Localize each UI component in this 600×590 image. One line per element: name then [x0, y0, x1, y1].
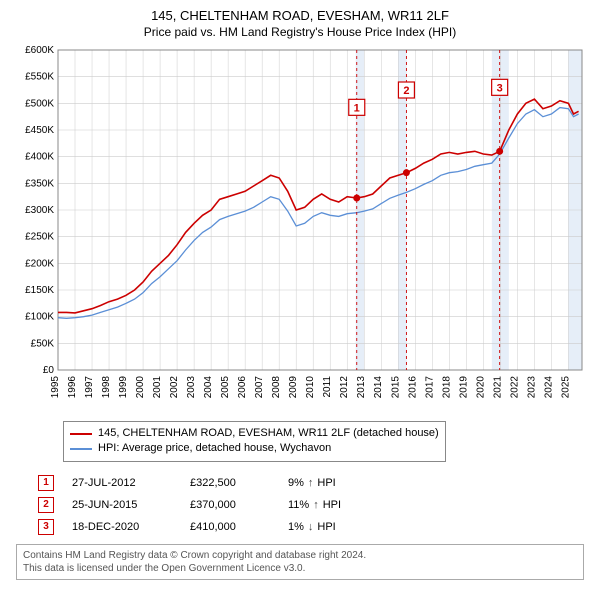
chart-title: 145, CHELTENHAM ROAD, EVESHAM, WR11 2LF: [8, 8, 592, 23]
legend-swatch: [70, 448, 92, 450]
svg-text:2025: 2025: [560, 376, 571, 399]
svg-text:2002: 2002: [169, 376, 180, 399]
arrow-up-icon: ↑: [308, 477, 314, 489]
sale-hpi: 11%↑HPI: [288, 499, 388, 511]
svg-text:£550K: £550K: [25, 72, 54, 83]
svg-text:2006: 2006: [237, 376, 248, 399]
legend-swatch: [70, 433, 92, 435]
sale-price: £370,000: [190, 499, 270, 511]
sale-marker-box: 1: [38, 475, 54, 491]
legend-item: HPI: Average price, detached house, Wych…: [70, 441, 439, 456]
svg-text:2024: 2024: [543, 376, 554, 399]
legend: 145, CHELTENHAM ROAD, EVESHAM, WR11 2LF …: [63, 421, 446, 462]
legend-item: 145, CHELTENHAM ROAD, EVESHAM, WR11 2LF …: [70, 426, 439, 441]
sale-date: 18-DEC-2020: [72, 521, 172, 533]
svg-text:1999: 1999: [118, 376, 129, 399]
svg-text:£500K: £500K: [25, 98, 54, 109]
footer-attribution: Contains HM Land Registry data © Crown c…: [16, 544, 584, 580]
footer-line1: Contains HM Land Registry data © Crown c…: [23, 549, 577, 562]
sale-date: 27-JUL-2012: [72, 477, 172, 489]
svg-text:£100K: £100K: [25, 312, 54, 323]
chart-container: 145, CHELTENHAM ROAD, EVESHAM, WR11 2LF …: [0, 0, 600, 584]
svg-text:2008: 2008: [271, 376, 282, 399]
svg-text:2000: 2000: [135, 376, 146, 399]
svg-text:2009: 2009: [288, 376, 299, 399]
svg-text:1997: 1997: [84, 376, 95, 399]
svg-text:2007: 2007: [254, 376, 265, 399]
svg-text:2: 2: [403, 85, 409, 97]
svg-text:2011: 2011: [322, 376, 333, 398]
svg-text:2022: 2022: [509, 376, 520, 399]
svg-text:1995: 1995: [50, 376, 61, 399]
sale-marker-box: 2: [38, 497, 54, 513]
sale-price: £410,000: [190, 521, 270, 533]
svg-text:£150K: £150K: [25, 285, 54, 296]
legend-label: HPI: Average price, detached house, Wych…: [98, 441, 331, 456]
svg-text:2020: 2020: [475, 376, 486, 399]
svg-text:2023: 2023: [526, 376, 537, 399]
sale-marker-box: 3: [38, 519, 54, 535]
sale-row: 1 27-JUL-2012 £322,500 9%↑HPI: [38, 472, 572, 494]
svg-text:2016: 2016: [407, 376, 418, 399]
svg-text:2018: 2018: [441, 376, 452, 399]
legend-label: 145, CHELTENHAM ROAD, EVESHAM, WR11 2LF …: [98, 426, 439, 441]
sale-hpi: 1%↓HPI: [288, 521, 388, 533]
svg-text:2015: 2015: [390, 376, 401, 399]
sale-row: 3 18-DEC-2020 £410,000 1%↓HPI: [38, 516, 572, 538]
svg-text:1996: 1996: [67, 376, 78, 399]
svg-text:£300K: £300K: [25, 205, 54, 216]
chart-subtitle: Price paid vs. HM Land Registry's House …: [8, 25, 592, 39]
svg-text:£350K: £350K: [25, 178, 54, 189]
svg-text:1: 1: [354, 102, 360, 114]
sale-hpi: 9%↑HPI: [288, 477, 388, 489]
svg-text:2012: 2012: [339, 376, 350, 399]
sale-price: £322,500: [190, 477, 270, 489]
line-chart-svg: £0 £50K £100K £150K £200K £250K £300K £350K £400…: [8, 45, 592, 415]
svg-text:£200K: £200K: [25, 258, 54, 269]
svg-text:£450K: £450K: [25, 125, 54, 136]
svg-text:2021: 2021: [492, 376, 503, 399]
sale-date: 25-JUN-2015: [72, 499, 172, 511]
svg-text:2019: 2019: [458, 376, 469, 399]
svg-text:2005: 2005: [220, 376, 231, 399]
svg-text:£50K: £50K: [31, 338, 55, 349]
svg-text:3: 3: [497, 82, 503, 94]
sales-table: 1 27-JUL-2012 £322,500 9%↑HPI 2 25-JUN-2015 £3…: [38, 472, 572, 538]
arrow-up-icon: ↑: [313, 499, 319, 511]
arrow-down-icon: ↓: [308, 521, 314, 533]
svg-text:2004: 2004: [203, 376, 214, 399]
svg-text:£250K: £250K: [25, 232, 54, 243]
svg-text:1998: 1998: [101, 376, 112, 399]
svg-text:2013: 2013: [356, 376, 367, 399]
sale-row: 2 25-JUN-2015 £370,000 11%↑HPI: [38, 494, 572, 516]
footer-line2: This data is licensed under the Open Gov…: [23, 562, 577, 575]
svg-text:2003: 2003: [186, 376, 197, 399]
svg-text:2017: 2017: [424, 376, 435, 399]
svg-text:2001: 2001: [152, 376, 163, 399]
svg-text:£0: £0: [43, 365, 55, 376]
svg-text:£600K: £600K: [25, 45, 54, 56]
svg-text:2014: 2014: [373, 376, 384, 399]
svg-text:£400K: £400K: [25, 152, 54, 163]
plot-area: £0 £50K £100K £150K £200K £250K £300K £350K £400…: [8, 45, 592, 415]
svg-text:2010: 2010: [305, 376, 316, 399]
